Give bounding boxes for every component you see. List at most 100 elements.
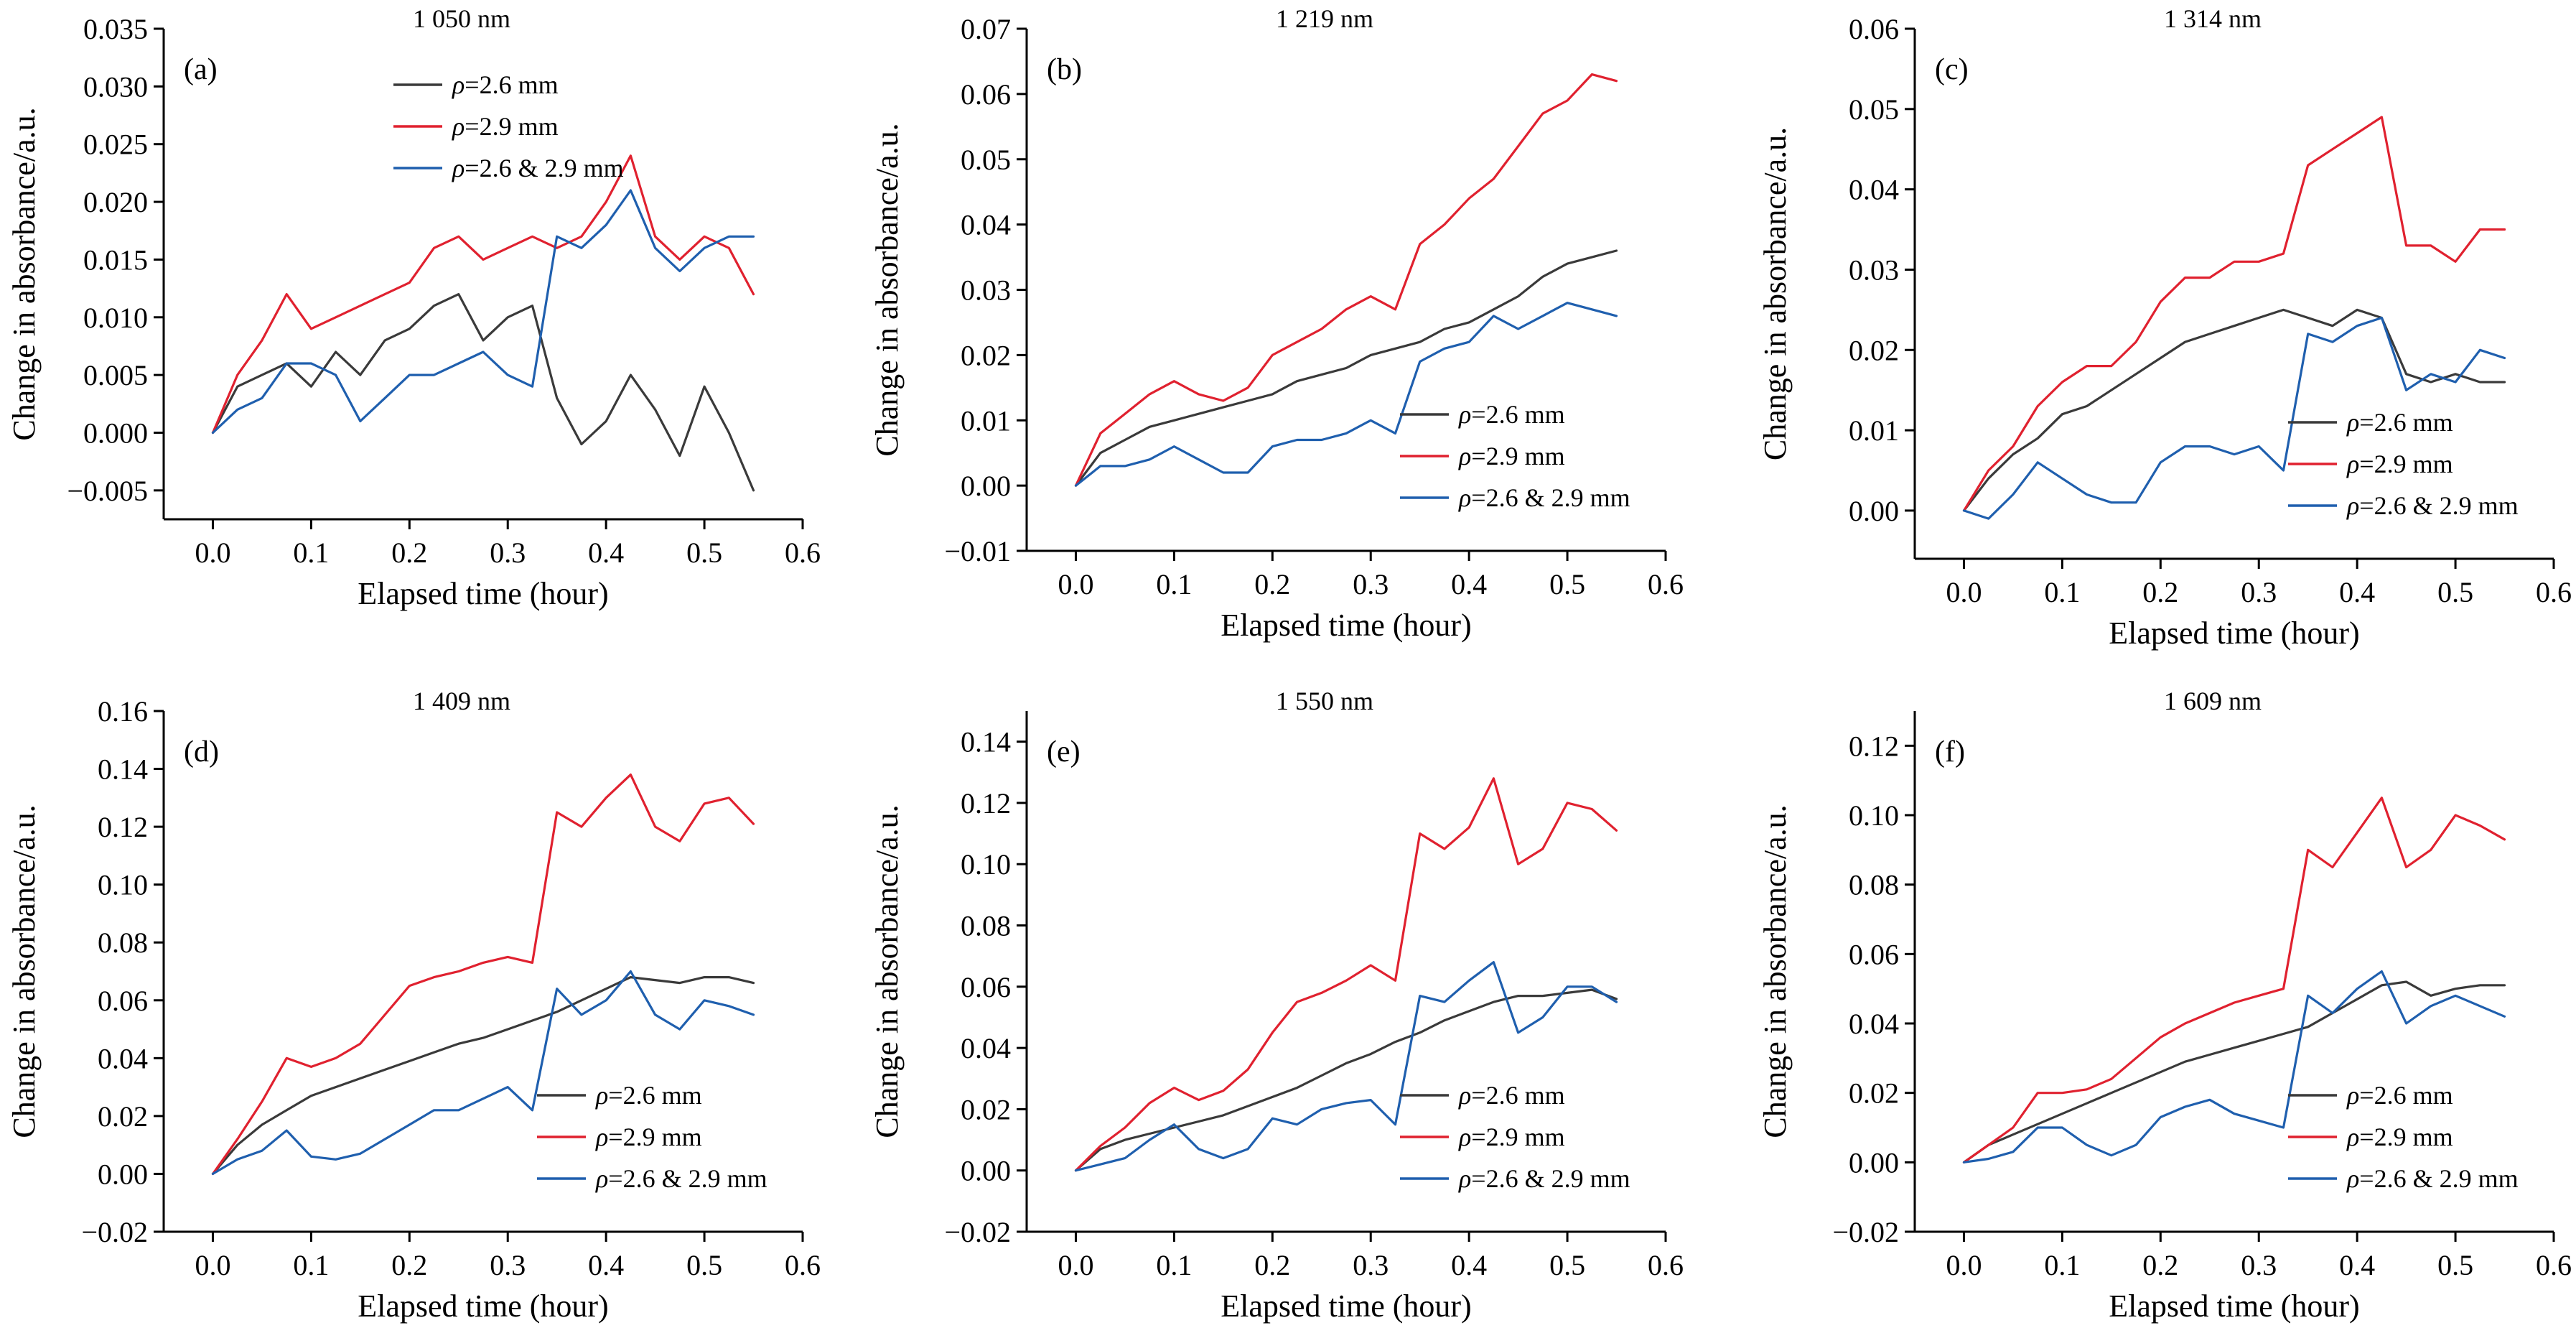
x-tick-label: 0.3 [1353,568,1389,600]
x-tick-label: 0.6 [1648,568,1684,600]
y-axis-label: Change in absorbance/a.u. [6,804,42,1138]
chart-title: 1 050 nm [413,4,510,33]
panel-label: (e) [1047,735,1081,768]
x-tick-label: 0.1 [2044,1249,2080,1281]
series-line-3 [1074,961,1618,1172]
y-tick-label: 0.005 [83,359,148,391]
x-tick-label: 0.6 [2536,576,2572,608]
series-line-1 [1962,980,2506,1164]
legend: ρ=2.6 mm ρ=2.9 mm ρ=2.6 & 2.9 mm [1400,400,1630,512]
x-axis-label: Elapsed time (hour) [358,576,608,611]
y-tick-label: 0.08 [98,926,148,959]
y-tick-label: 0.04 [961,1032,1011,1064]
y-tick-label: 0.06 [961,971,1011,1003]
y-tick-label: 0.035 [83,13,148,45]
y-axis-label: Change in absorbance/a.u. [869,123,905,456]
y-tick-label: 0.02 [1849,334,1899,366]
y-tick-label: 0.04 [1849,174,1899,206]
x-tick-label: 0.3 [1353,1249,1389,1281]
chart-panel-b: 0.0 0.1 0.2 0.3 0.4 0.5 0.6 −0.01 0.00 0.01 0.02 0.… [869,4,1684,643]
y-tick-label: 0.00 [1849,495,1899,527]
x-tick-label: 0.1 [293,537,329,569]
series-line-1 [1962,308,2506,512]
series-line-2 [1074,777,1618,1172]
series-line-3 [1962,970,2506,1164]
panel-label: (f) [1935,735,1965,768]
y-tick-label: 0.03 [1849,254,1899,286]
panel-label: (a) [184,53,218,86]
x-axis-label: Elapsed time (hour) [358,1288,608,1324]
y-tick-label: 0.14 [98,753,148,786]
series-line-3 [211,970,755,1176]
y-tick-label: −0.005 [67,475,148,507]
x-tick-label: 0.4 [588,1249,624,1281]
series-line-1 [211,293,755,492]
y-tick-label: 0.02 [961,1093,1011,1125]
y-tick-label: 0.05 [961,144,1011,176]
chart-panel-f: 0.0 0.1 0.2 0.3 0.4 0.5 0.6 −0.02 0.00 0.02 0.04 0.… [1758,687,2572,1324]
y-tick-label: 0.16 [98,695,148,728]
x-tick-label: 0.2 [391,1249,427,1281]
x-tick-label: 0.2 [391,537,427,569]
chart-title: 1 609 nm [2164,687,2262,715]
x-tick-label: 0.5 [1549,568,1585,600]
legend-label: ρ=2.9 mm [1458,1123,1565,1151]
x-axis-label: Elapsed time (hour) [2109,1288,2359,1324]
x-tick-label: 0.0 [195,537,230,569]
x-tick-label: 0.3 [490,537,526,569]
panel-label: (d) [184,735,219,768]
x-tick-label: 0.6 [1648,1249,1684,1281]
series-line-3 [1962,316,2506,520]
panel-label: (c) [1935,53,1969,86]
chart-title: 1 409 nm [413,687,510,715]
series-line-2 [1074,73,1618,487]
legend-label: ρ=2.6 mm [2346,1081,2453,1110]
legend: ρ=2.6 mm ρ=2.9 mm ρ=2.6 & 2.9 mm [1400,1081,1630,1193]
y-tick-label: 0.02 [98,1100,148,1133]
chart-title: 1 219 nm [1276,4,1373,33]
y-tick-label: 0.04 [961,209,1011,241]
y-tick-label: 0.14 [961,726,1011,758]
y-tick-label: 0.08 [1849,869,1899,901]
y-tick-label: 0.020 [83,186,148,218]
series-line-1 [211,975,755,1176]
chart-title: 1 550 nm [1276,687,1373,715]
series-line-2 [211,773,755,1176]
y-tick-label: 0.12 [961,787,1011,819]
y-tick-label: −0.01 [944,535,1011,567]
chart-panel-e: 0.0 0.1 0.2 0.3 0.4 0.5 0.6 −0.02 0.00 0.02 0.04 0.… [869,687,1684,1324]
x-tick-label: 0.3 [2241,576,2277,608]
x-tick-label: 0.0 [1058,568,1093,600]
x-tick-label: 0.5 [686,537,722,569]
y-tick-label: 0.000 [83,417,148,449]
legend: ρ=2.6 mm ρ=2.9 mm ρ=2.6 & 2.9 mm [2288,408,2519,520]
x-tick-label: 0.5 [2437,576,2473,608]
y-tick-label: 0.02 [961,339,1011,371]
y-axis-label: Change in absorbance/a.u. [1758,127,1793,460]
legend: ρ=2.6 mm ρ=2.9 mm ρ=2.6 & 2.9 mm [537,1081,767,1193]
legend: ρ=2.6 mm ρ=2.9 mm ρ=2.6 & 2.9 mm [2288,1081,2519,1193]
legend-label: ρ=2.6 & 2.9 mm [595,1164,767,1193]
x-tick-label: 0.0 [1946,576,1982,608]
y-tick-label: 0.02 [1849,1077,1899,1110]
y-tick-label: 0.07 [961,13,1011,45]
legend: ρ=2.6 mm ρ=2.9 mm ρ=2.6 & 2.9 mm [393,70,624,182]
chart-panel-c: 0.0 0.1 0.2 0.3 0.4 0.5 0.6 0.00 0.01 0.02 0.03 0.0… [1758,4,2572,651]
legend-label: ρ=2.6 & 2.9 mm [1458,483,1630,512]
y-tick-label: 0.00 [98,1158,148,1190]
y-tick-label: 0.04 [1849,1008,1899,1040]
panel-label: (b) [1047,53,1082,86]
chart-panel-a: 0.0 0.1 0.2 0.3 0.4 0.5 0.6 −0.005 0.000 0.005 0.0… [6,4,821,611]
legend-label: ρ=2.6 mm [1458,1081,1565,1110]
y-tick-label: 0.010 [83,302,148,334]
y-tick-label: 0.015 [83,243,148,276]
x-axis-label: Elapsed time (hour) [2109,616,2359,651]
x-axis-label: Elapsed time (hour) [1221,1288,1471,1324]
y-tick-label: −0.02 [81,1216,148,1248]
x-tick-label: 0.5 [2437,1249,2473,1281]
y-tick-label: −0.02 [944,1216,1011,1248]
legend-label: ρ=2.6 & 2.9 mm [1458,1164,1630,1193]
legend-label: ρ=2.6 & 2.9 mm [452,154,624,182]
y-tick-label: 0.06 [1849,938,1899,970]
